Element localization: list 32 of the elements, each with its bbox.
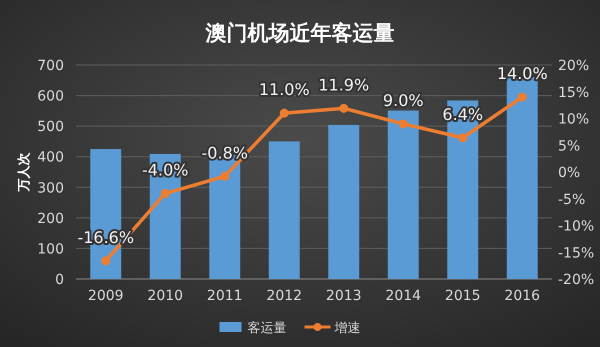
y2-tick-label: 5% bbox=[558, 138, 580, 154]
x-tick-label: 2014 bbox=[385, 288, 422, 304]
y2-tick-label: 20% bbox=[558, 58, 590, 74]
x-tick-label: 2012 bbox=[266, 288, 302, 304]
data-label: 11.0% bbox=[258, 80, 310, 100]
y2-tick-label: -20% bbox=[558, 272, 594, 288]
x-tick-label: 2010 bbox=[147, 288, 184, 304]
y-tick-label: 700 bbox=[37, 58, 64, 74]
data-label: 9.0% bbox=[382, 90, 424, 110]
y2-tick-label: 0% bbox=[558, 165, 580, 181]
legend-label: 客运量 bbox=[248, 320, 286, 336]
x-tick-label: 2009 bbox=[88, 288, 124, 304]
x-tick-label: 2013 bbox=[326, 288, 362, 304]
x-tick-label: 2016 bbox=[504, 288, 540, 304]
y-tick-label: 200 bbox=[37, 210, 64, 227]
data-label: 11.9% bbox=[318, 75, 370, 94]
y-tick-label: 500 bbox=[37, 119, 64, 136]
x-tick-label: 2015 bbox=[444, 288, 481, 304]
y2-tick-label: -10% bbox=[558, 218, 594, 234]
y-tick-label: 600 bbox=[37, 88, 64, 105]
y2-tick-label: 15% bbox=[558, 84, 590, 101]
chart-title: 澳门机场近年客运量 bbox=[204, 21, 394, 45]
y-axis-title: 万人次 bbox=[17, 152, 32, 192]
legend-label: 增速 bbox=[334, 321, 360, 336]
y2-tick-label: -15% bbox=[558, 245, 594, 262]
y2-tick-label: 10% bbox=[558, 112, 590, 128]
y2-tick-label: -5% bbox=[558, 192, 586, 208]
x-tick-label: 2011 bbox=[206, 288, 243, 304]
y-tick-label: 0 bbox=[55, 272, 64, 288]
y-tick-label: 100 bbox=[37, 241, 64, 258]
y-tick-label: 300 bbox=[37, 180, 64, 196]
y-tick-label: 400 bbox=[37, 150, 64, 166]
